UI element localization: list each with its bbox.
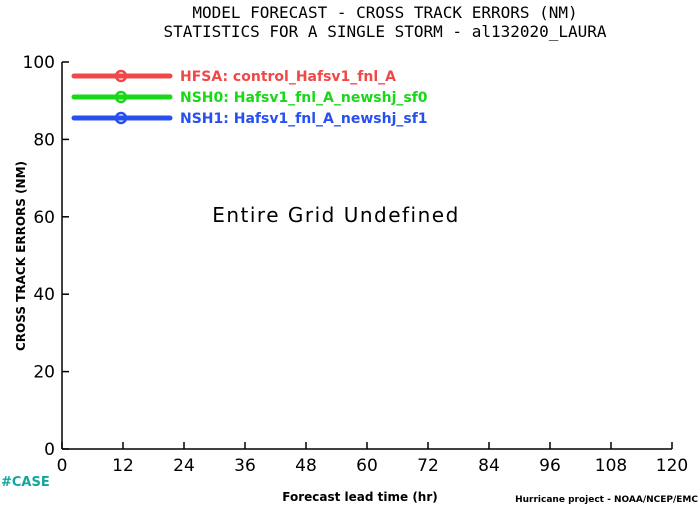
- x-tick-label: 12: [112, 456, 134, 476]
- legend-item: HFSA: control_Hafsv1_fnl_A: [71, 69, 396, 85]
- x-axis-label: Forecast lead time (hr): [282, 490, 438, 504]
- legend-item: NSH0: Hafsv1_fnl_A_newshj_sf0: [71, 90, 428, 106]
- legend-item: NSH1: Hafsv1_fnl_A_newshj_sf1: [71, 111, 428, 127]
- x-tick-label: 84: [478, 456, 500, 476]
- x-tick-label: 72: [417, 456, 439, 476]
- y-tick-label: 80: [33, 130, 55, 150]
- x-tick-label: 96: [539, 456, 561, 476]
- x-tick-label: 36: [234, 456, 256, 476]
- x-tick-label: 60: [356, 456, 378, 476]
- y-tick-label: 0: [44, 440, 55, 460]
- x-tick-label: 120: [656, 456, 688, 476]
- y-tick-label: 20: [33, 363, 55, 383]
- y-tick-label: 40: [33, 285, 55, 305]
- legend-label: NSH0: Hafsv1_fnl_A_newshj_sf0: [180, 90, 428, 106]
- chart-title: MODEL FORECAST - CROSS TRACK ERRORS (NM): [192, 3, 577, 22]
- y-tick-label: 100: [23, 53, 55, 73]
- x-tick-label: 0: [57, 456, 68, 476]
- x-tick-label: 24: [173, 456, 195, 476]
- legend-marker: [114, 90, 128, 104]
- legend-label: NSH1: Hafsv1_fnl_A_newshj_sf1: [180, 111, 428, 127]
- undefined-grid-annotation: Entire Grid Undefined: [212, 203, 460, 227]
- x-tick-label: 108: [595, 456, 627, 476]
- legend-marker: [114, 69, 128, 83]
- x-tick-label: 48: [295, 456, 317, 476]
- legend: HFSA: control_Hafsv1_fnl_A NSH0: Hafsv1_f…: [71, 69, 428, 127]
- chart-subtitle: STATISTICS FOR A SINGLE STORM - al132020…: [163, 22, 606, 41]
- case-label: #CASE: [1, 475, 50, 490]
- legend-label: HFSA: control_Hafsv1_fnl_A: [180, 69, 396, 85]
- plot-area: 0 20 40 60 80 100 0 12 24 36 48 60 72 84 96 108 120: [23, 53, 689, 476]
- legend-marker: [114, 111, 128, 125]
- credit-text: Hurricane project - NOAA/NCEP/EMC: [515, 495, 698, 505]
- y-axis-label: CROSS TRACK ERRORS (NM): [14, 161, 28, 351]
- y-axis-ticks: 0 20 40 60 80 100: [23, 53, 69, 460]
- x-axis-ticks: 0 12 24 36 48 60 72 84 96 108 120: [57, 442, 688, 476]
- y-tick-label: 60: [33, 208, 55, 228]
